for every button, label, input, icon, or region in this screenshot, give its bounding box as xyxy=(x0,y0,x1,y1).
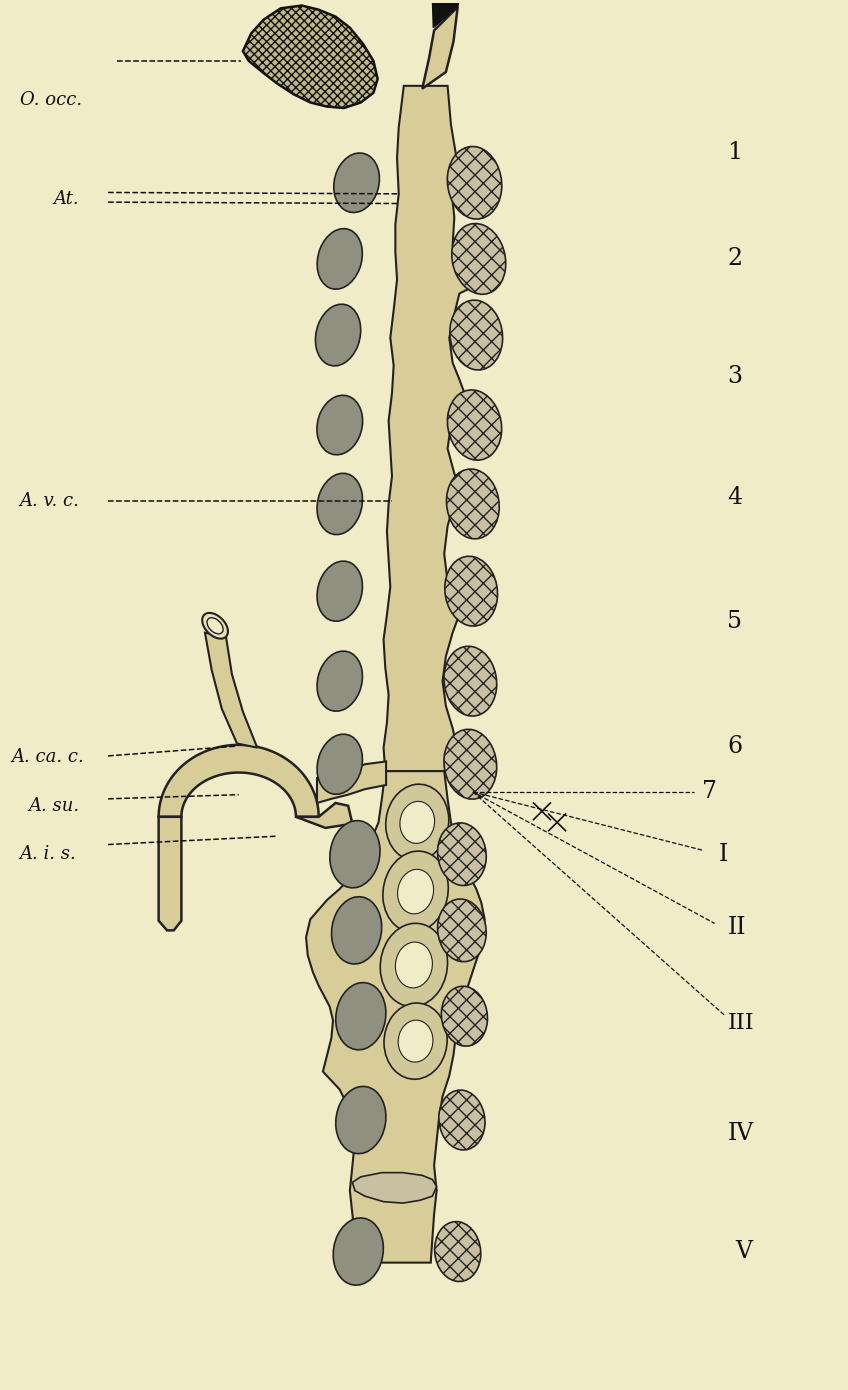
Ellipse shape xyxy=(317,734,362,794)
Ellipse shape xyxy=(330,820,380,888)
Ellipse shape xyxy=(333,1218,383,1286)
Polygon shape xyxy=(432,0,460,28)
Polygon shape xyxy=(317,762,386,803)
Ellipse shape xyxy=(315,304,360,366)
Text: A. v. c.: A. v. c. xyxy=(20,492,80,510)
Ellipse shape xyxy=(448,391,502,460)
Text: At.: At. xyxy=(53,190,79,208)
Ellipse shape xyxy=(441,987,488,1047)
Ellipse shape xyxy=(399,1020,433,1062)
Ellipse shape xyxy=(317,228,362,289)
Ellipse shape xyxy=(334,153,379,213)
Ellipse shape xyxy=(438,823,486,885)
Ellipse shape xyxy=(395,942,432,988)
Text: I: I xyxy=(719,842,728,866)
Polygon shape xyxy=(383,86,473,771)
Text: 4: 4 xyxy=(728,485,742,509)
Ellipse shape xyxy=(386,784,449,860)
Ellipse shape xyxy=(384,1004,447,1079)
Polygon shape xyxy=(353,1173,437,1204)
Text: 7: 7 xyxy=(702,780,717,803)
Ellipse shape xyxy=(438,1090,485,1150)
Ellipse shape xyxy=(447,468,499,539)
Polygon shape xyxy=(205,632,257,748)
Text: 6: 6 xyxy=(728,735,742,758)
Text: O. occ.: O. occ. xyxy=(20,90,81,108)
Ellipse shape xyxy=(447,146,502,220)
Ellipse shape xyxy=(382,851,449,933)
Ellipse shape xyxy=(449,300,503,370)
Text: 1: 1 xyxy=(728,140,742,164)
Ellipse shape xyxy=(438,899,486,962)
Text: 2: 2 xyxy=(728,247,742,271)
Ellipse shape xyxy=(317,562,362,621)
Text: A. su.: A. su. xyxy=(28,796,79,815)
Text: IV: IV xyxy=(728,1122,754,1145)
Text: III: III xyxy=(728,1012,754,1034)
Polygon shape xyxy=(296,803,353,828)
Polygon shape xyxy=(159,817,181,930)
Ellipse shape xyxy=(202,613,228,638)
Ellipse shape xyxy=(444,730,497,799)
Text: II: II xyxy=(728,916,745,940)
Ellipse shape xyxy=(207,617,223,634)
Ellipse shape xyxy=(445,556,498,626)
Ellipse shape xyxy=(444,646,497,716)
Ellipse shape xyxy=(380,923,448,1006)
Text: V: V xyxy=(736,1240,753,1264)
Polygon shape xyxy=(422,7,458,89)
Ellipse shape xyxy=(317,651,362,712)
Polygon shape xyxy=(159,745,319,817)
Text: 5: 5 xyxy=(728,610,742,632)
Ellipse shape xyxy=(317,473,362,535)
Ellipse shape xyxy=(336,983,386,1049)
Text: A. ca. c.: A. ca. c. xyxy=(11,748,84,766)
Polygon shape xyxy=(306,771,485,1262)
Ellipse shape xyxy=(452,224,505,295)
Ellipse shape xyxy=(332,897,382,965)
Ellipse shape xyxy=(400,802,435,844)
Ellipse shape xyxy=(435,1222,481,1282)
Text: A. i. s.: A. i. s. xyxy=(20,845,76,863)
Polygon shape xyxy=(243,6,377,108)
Ellipse shape xyxy=(336,1087,386,1154)
Text: 3: 3 xyxy=(728,366,742,388)
Ellipse shape xyxy=(317,395,363,455)
Ellipse shape xyxy=(398,869,433,913)
